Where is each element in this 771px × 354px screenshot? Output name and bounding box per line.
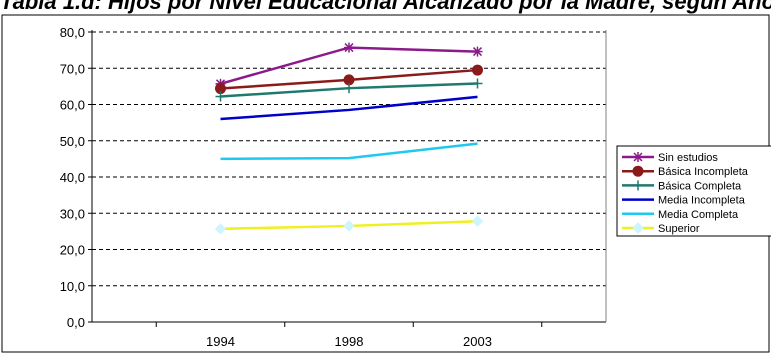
asterisk-marker xyxy=(472,46,483,57)
diamond-marker xyxy=(343,220,355,232)
x-tick-label: 2003 xyxy=(463,334,492,349)
circle-marker xyxy=(632,165,644,177)
asterisk-marker xyxy=(633,152,643,162)
plus-marker xyxy=(472,78,483,89)
series-1 xyxy=(215,64,483,95)
diamond-marker xyxy=(632,222,644,234)
legend-entry: Superior xyxy=(622,222,700,235)
series-4 xyxy=(220,142,478,161)
y-tick-label: 40,0 xyxy=(60,170,85,185)
legend-entry: Básica Completa xyxy=(622,180,742,192)
gridlines xyxy=(92,31,606,287)
y-tick-label: 50,0 xyxy=(60,134,85,149)
asterisk-marker-stroke xyxy=(472,47,483,57)
legend-entry: Sin estudios xyxy=(622,152,718,164)
series-line xyxy=(220,142,478,161)
y-tick-label: 70,0 xyxy=(60,61,85,76)
legend-label: Media Completa xyxy=(658,209,739,221)
y-tick-label: 0,0 xyxy=(67,315,85,330)
y-tick-label: 20,0 xyxy=(60,243,85,258)
chart-title: Tabla 1.d: Hijos por Nivel Educacional A… xyxy=(0,0,771,14)
x-axis-ticks: 1994 1998 2003 xyxy=(155,322,543,349)
legend: Sin estudios Básica Incompleta Básica Comp… xyxy=(622,152,749,235)
legend-label: Básica Completa xyxy=(658,180,742,192)
plus-marker xyxy=(215,91,226,102)
series-2 xyxy=(215,78,483,102)
y-tick-label: 30,0 xyxy=(60,206,85,221)
series-group xyxy=(214,42,484,235)
plot-area xyxy=(92,30,606,321)
legend-label: Superior xyxy=(658,223,700,235)
legend-box xyxy=(616,145,771,237)
plus-marker xyxy=(344,83,354,94)
diamond-marker xyxy=(214,223,227,235)
asterisk-marker xyxy=(344,42,354,53)
y-tick-label: 80,0 xyxy=(60,25,85,40)
diamond-marker xyxy=(471,215,484,227)
y-axis-ticks: 0,0 10,0 20,0 30,0 40,0 50,0 60,0 70,0 80,0 xyxy=(60,25,92,330)
legend-label: Básica Incompleta xyxy=(658,166,749,178)
asterisk-marker-stroke xyxy=(344,43,354,53)
series-5 xyxy=(214,215,484,235)
legend-label: Sin estudios xyxy=(658,152,718,164)
circle-marker xyxy=(472,64,483,76)
y-tick-label: 60,0 xyxy=(60,98,85,113)
series-3 xyxy=(220,95,478,121)
x-tick-label: 1998 xyxy=(335,334,364,349)
y-tick-label: 10,0 xyxy=(60,279,85,294)
series-line xyxy=(220,95,478,121)
legend-entry: Media Incompleta xyxy=(622,195,746,207)
x-tick-label: 1994 xyxy=(206,334,235,349)
legend-entry: Media Completa xyxy=(622,209,739,221)
legend-label: Media Incompleta xyxy=(658,195,746,207)
asterisk-marker-stroke xyxy=(633,152,643,162)
plus-marker xyxy=(633,180,643,191)
legend-entry: Básica Incompleta xyxy=(622,165,749,178)
